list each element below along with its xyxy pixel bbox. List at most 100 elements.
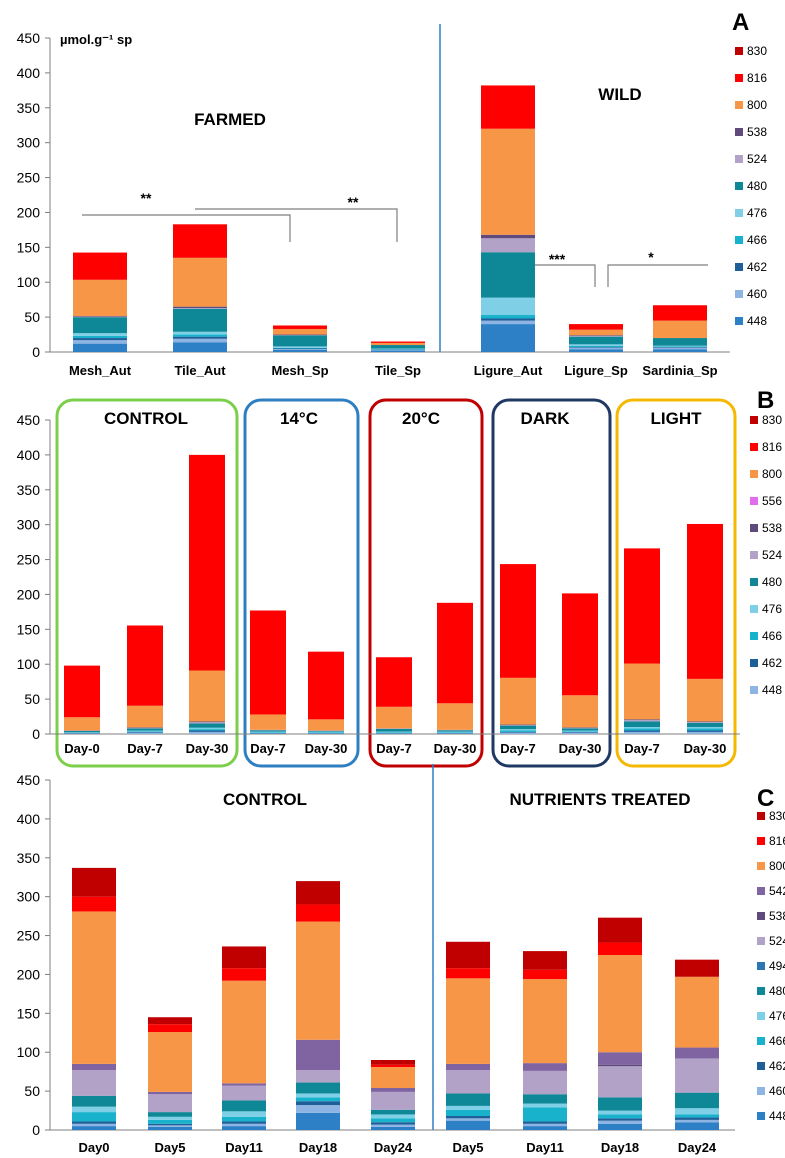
bar-segment-538: [687, 721, 723, 723]
bar-segment-800: [500, 677, 536, 725]
legend-swatch-816: [757, 837, 765, 845]
bar-segment-462: [189, 730, 225, 732]
bar-segment-460: [446, 1118, 490, 1121]
legend-swatch-816: [735, 74, 743, 82]
x-tick-label: Day-7: [127, 741, 162, 756]
bar-segment-542: [222, 1083, 266, 1086]
legend-label: 800: [747, 98, 767, 112]
legend-swatch-524: [735, 155, 743, 163]
x-tick-label: Day-7: [500, 741, 535, 756]
group-label-wild: WILD: [598, 85, 641, 104]
legend-label: 538: [769, 909, 785, 923]
y-tick-label: 250: [17, 928, 41, 944]
bar-segment-480: [653, 338, 707, 346]
x-tick-label: Mesh_Sp: [271, 363, 328, 378]
y-tick-label: 350: [17, 850, 41, 866]
bar-segment-466: [127, 731, 163, 732]
bar-segment-524: [148, 1094, 192, 1113]
bar-segment-460: [675, 1119, 719, 1123]
bar-segment-800: [653, 320, 707, 339]
y-tick-label: 450: [17, 412, 41, 428]
bar-segment-542: [523, 1063, 567, 1071]
y-tick-label: 0: [32, 344, 40, 360]
y-tick-label: 400: [17, 447, 41, 463]
y-axis-label-a: µmol.g⁻¹ sp: [60, 32, 132, 47]
legend-swatch-538: [735, 128, 743, 136]
bar-segment-476: [308, 731, 344, 733]
bar-segment-448: [569, 349, 623, 352]
bar-segment-466: [446, 1109, 490, 1116]
bar-segment-524: [598, 1066, 642, 1098]
bar-segment-466: [222, 1116, 266, 1122]
bar-segment-448: [273, 349, 327, 352]
bar-segment-524: [569, 335, 623, 337]
bar-segment-476: [437, 731, 473, 733]
bar-segment-448: [250, 733, 286, 734]
bar-segment-480: [562, 728, 598, 731]
y-tick-label: 250: [17, 552, 41, 568]
bar-segment-448: [376, 733, 412, 734]
bar-segment-800: [376, 706, 412, 729]
bar-segment-462: [437, 732, 473, 734]
bar-segment-448: [371, 1126, 415, 1130]
bar-segment-480: [64, 730, 100, 733]
y-tick-label: 400: [17, 65, 41, 81]
bar-segment-816: [687, 523, 723, 679]
x-tick-label: Sardinia_Sp: [642, 363, 717, 378]
bar-segment-462: [523, 1121, 567, 1124]
legend-swatch-476: [735, 209, 743, 217]
bar-segment-476: [446, 1105, 490, 1110]
bar-segment-538: [173, 306, 227, 309]
bar-segment-524: [371, 1091, 415, 1110]
bar-segment-460: [296, 1105, 340, 1113]
bar-segment-800: [562, 695, 598, 728]
x-tick-label: Day-30: [305, 741, 348, 756]
y-tick-label: 0: [32, 1122, 40, 1138]
bar-segment-800: [446, 978, 490, 1064]
y-tick-label: 100: [17, 656, 41, 672]
bar-segment-476: [687, 727, 723, 729]
bar-segment-480: [72, 1095, 116, 1107]
bar-segment-462: [481, 318, 535, 321]
legend-swatch-462: [757, 1062, 765, 1070]
legend-swatch-556: [750, 497, 758, 505]
bar-segment-462: [687, 730, 723, 732]
x-tick-label: Ligure_Sp: [564, 363, 628, 378]
legend-swatch-800: [735, 101, 743, 109]
bar-segment-460: [371, 1124, 415, 1127]
bar-segment-466: [437, 732, 473, 733]
bar-segment-816: [127, 625, 163, 706]
bar-segment-448: [308, 733, 344, 734]
bar-segment-816: [296, 904, 340, 922]
legend-swatch-462: [750, 659, 758, 667]
bar-segment-448: [72, 1126, 116, 1130]
bar-segment-816: [481, 85, 535, 129]
bar-segment-816: [273, 325, 327, 329]
bar-segment-476: [376, 731, 412, 733]
bar-segment-800: [72, 911, 116, 1064]
bar-segment-462: [72, 1121, 116, 1124]
y-tick-label: 400: [17, 811, 41, 827]
bar-segment-462: [173, 336, 227, 339]
legend-swatch-830: [757, 812, 765, 820]
bar-segment-816: [376, 657, 412, 707]
legend-swatch-800: [757, 862, 765, 870]
bar-segment-816: [148, 1024, 192, 1032]
bar-segment-476: [481, 297, 535, 316]
bar-segment-830: [148, 1017, 192, 1025]
bar-segment-462: [371, 349, 425, 351]
legend-label: 476: [762, 602, 782, 616]
bar-segment-524: [308, 730, 344, 732]
bar-segment-800: [687, 678, 723, 722]
bar-segment-460: [148, 1125, 192, 1127]
legend-swatch-542: [757, 887, 765, 895]
bar-segment-448: [296, 1112, 340, 1130]
bar-segment-462: [148, 1123, 192, 1126]
legend-label: 524: [769, 934, 785, 948]
bar-segment-524: [64, 730, 100, 732]
panel-label-a: A: [732, 9, 749, 36]
box-14c: [243, 398, 360, 768]
y-tick-label: 450: [17, 772, 41, 788]
bar-segment-462: [222, 1121, 266, 1124]
bar-segment-524: [73, 316, 127, 318]
